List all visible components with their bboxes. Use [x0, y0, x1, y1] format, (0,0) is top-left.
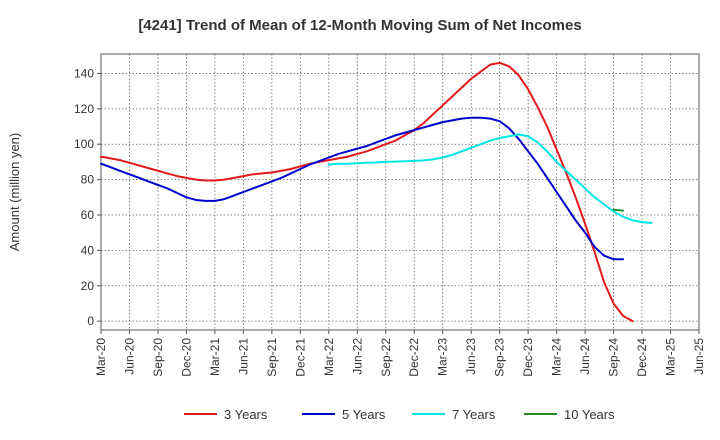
y-tick-label: 120: [74, 102, 94, 116]
x-tick-label: Mar-25: [664, 338, 678, 376]
x-tick-label: Mar-21: [208, 338, 222, 376]
x-tick-label: Jun-22: [350, 338, 364, 375]
y-axis-title: Amount (million yen): [7, 133, 22, 252]
y-tick-label: 0: [87, 314, 94, 328]
y-tick-label: 100: [74, 137, 94, 151]
x-tick-label: Dec-20: [179, 338, 193, 377]
legend-label: 7 Years: [452, 407, 496, 422]
x-tick-label: Jun-25: [692, 338, 706, 375]
x-tick-label: Mar-24: [550, 338, 564, 376]
y-tick-label: 140: [74, 66, 94, 80]
plot-area: [101, 54, 699, 330]
y-tick-label: 60: [81, 208, 95, 222]
tick-layer: Mar-20 Jun-20 Sep-20 Dec-20 Mar-21 Jun-21 Sep-…: [74, 66, 706, 376]
legend-label: 3 Years: [224, 407, 268, 422]
x-tick-label: Mar-23: [436, 338, 450, 376]
y-tick-label: 40: [81, 243, 95, 257]
legend: 3 Years 5 Years 7 Years 10 Years: [184, 407, 615, 422]
x-tick-label: Mar-22: [322, 338, 336, 376]
series-layer: [100, 61, 653, 323]
x-tick-label: Dec-23: [521, 338, 535, 377]
y-tick-label: 80: [81, 173, 95, 187]
x-tick-label: Sep-21: [265, 338, 279, 377]
x-tick-label: Sep-24: [607, 338, 621, 377]
y-tick-label: 20: [81, 279, 95, 293]
x-tick-label: Sep-23: [493, 338, 507, 377]
series-line-5-years: [100, 116, 625, 261]
grid-layer: [101, 54, 699, 330]
series-line-10-years: [612, 208, 625, 212]
legend-label: 10 Years: [564, 407, 615, 422]
x-tick-label: Mar-20: [94, 338, 108, 376]
x-tick-label: Sep-22: [379, 338, 393, 377]
x-tick-label: Dec-22: [407, 338, 421, 377]
chart-title: [4241] Trend of Mean of 12-Month Moving …: [138, 17, 581, 34]
x-tick-label: Sep-20: [151, 338, 165, 377]
series-line-3-years: [100, 61, 634, 323]
plot-border: [100, 53, 700, 331]
x-tick-label: Dec-24: [635, 338, 649, 377]
x-tick-label: Jun-24: [578, 338, 592, 375]
x-tick-label: Jun-21: [236, 338, 250, 375]
x-tick-label: Jun-23: [464, 338, 478, 375]
x-tick-label: Dec-21: [293, 338, 307, 377]
series-line-7-years: [327, 133, 653, 224]
legend-label: 5 Years: [342, 407, 386, 422]
x-tick-label: Jun-20: [122, 338, 136, 375]
